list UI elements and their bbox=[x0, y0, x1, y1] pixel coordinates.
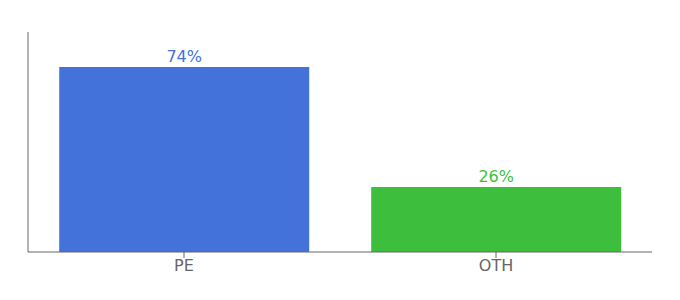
svg-text:OTH: OTH bbox=[479, 256, 513, 275]
svg-text:74%: 74% bbox=[166, 47, 202, 66]
svg-text:26%: 26% bbox=[478, 167, 514, 186]
svg-text:PE: PE bbox=[174, 256, 194, 275]
